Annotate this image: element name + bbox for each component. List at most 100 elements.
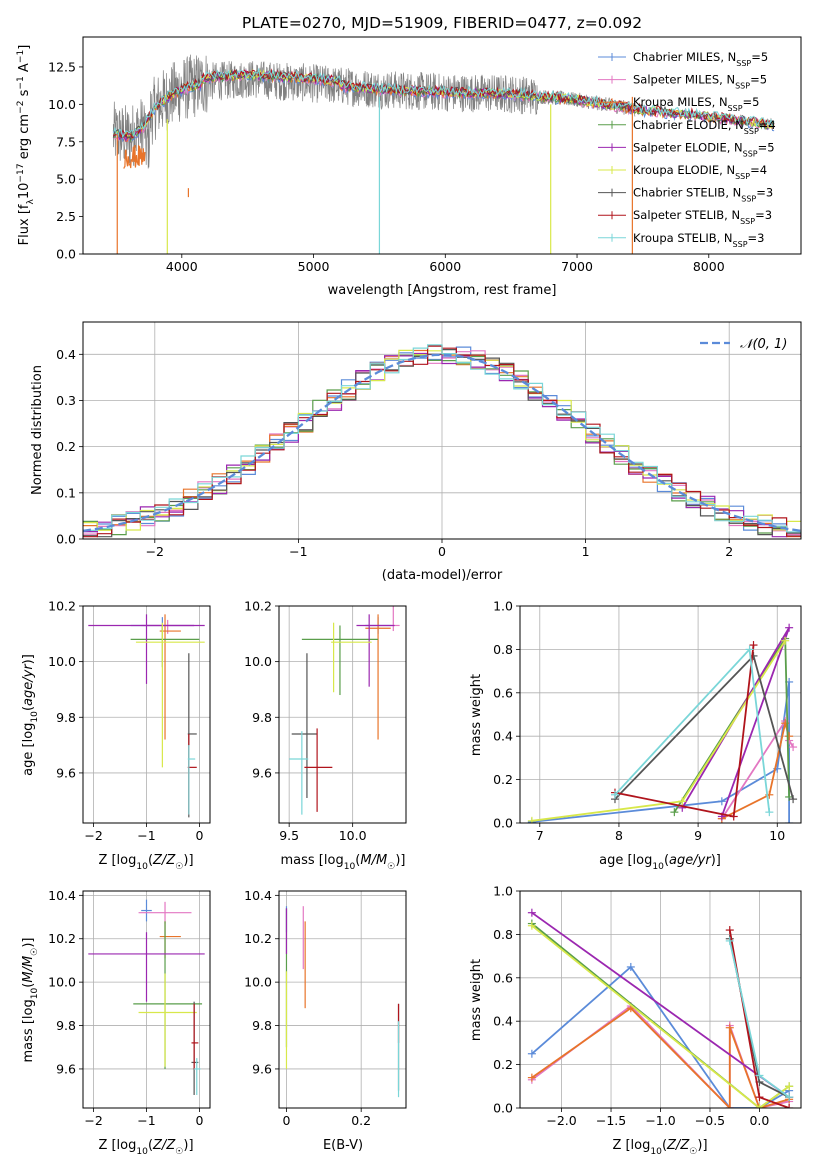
x-tick-label: 0.0 [749, 1113, 769, 1128]
plot-area [285, 906, 400, 1098]
y-tick-label: 9.8 [252, 710, 272, 725]
series-line-5 [531, 911, 790, 1098]
label-part: 10 [136, 1147, 148, 1157]
label-part: age [log [599, 853, 652, 868]
axes-mass_vs_ebv: 0 0.2 9.6 9.8 10.0 10.2 10.4 [244, 888, 407, 1128]
y-tick-label: 9.8 [252, 1018, 272, 1033]
label-part: 10 [652, 862, 664, 872]
plot-area [88, 614, 205, 818]
legend-text: Kroupa ELODIE, N [633, 163, 735, 177]
legend-text: Chabrier ELODIE, N [633, 118, 744, 132]
x-axis-label: age [log10(age/yr)] [599, 853, 721, 872]
y-tick-label: 10.0 [244, 975, 272, 990]
axes-weight_vs_age: 7 8 9 10 0.0 0.2 0.4 0.6 0.8 1.0 [493, 599, 802, 843]
y-tick-label: 10.0 [48, 975, 76, 990]
label-part: 10 [136, 862, 148, 872]
label-part: ( [21, 706, 36, 711]
legend-label: Chabrier MILES, NSSP=5 [633, 50, 768, 68]
y-tick-label: 12.5 [48, 59, 76, 74]
legend-text: Salpeter MILES, N [633, 73, 735, 87]
normal-curve [83, 353, 801, 533]
legend-sub: SSP [743, 149, 758, 158]
label-part: Z [log [98, 1138, 136, 1153]
label-part: 10 [30, 711, 40, 723]
label-part: ( [664, 853, 669, 868]
label-part: )] [395, 853, 405, 868]
legend-text: Chabrier MILES, N [633, 50, 736, 64]
x-tick-label: −1 [289, 544, 307, 559]
series-line-3 [531, 1007, 790, 1108]
label-part: −1 [16, 76, 26, 89]
y-tick-label: 0.0 [493, 816, 513, 831]
legend-sub: SSP [733, 239, 748, 248]
histogram-5 [83, 353, 801, 538]
y-tick-label: 5.0 [56, 172, 76, 187]
y-axis-label: Flux [fλ10−17 erg cm−2 s−1 A−1] [16, 45, 36, 246]
axes-age_vs_Z: −2 −1 0 9.6 9.8 10.0 10.2 [48, 599, 211, 843]
label-part: Z [log [98, 853, 136, 868]
axes-residuals: −2 −1 0 1 2 0.0 0.1 0.2 0.3 0.4 [56, 321, 802, 559]
x-tick-label: 5000 [298, 259, 330, 274]
y-tick-label: 2.5 [56, 209, 76, 224]
label-part: s [17, 89, 32, 100]
x-tick-label: 10 [769, 828, 785, 843]
y-tick-label: 9.8 [56, 1018, 76, 1033]
legend-label: Chabrier STELIB, NSSP=3 [633, 186, 773, 204]
label-part: Z/Z [152, 1138, 176, 1153]
plot-area [289, 606, 400, 815]
series-line-6 [531, 924, 790, 1108]
legend-residuals: 𝒩(0, 1) [700, 337, 787, 352]
label-part: ( [662, 1138, 667, 1153]
label-part: Flux [f [17, 204, 32, 245]
legend-label: 𝒩(0, 1) [740, 337, 787, 352]
legend-sub: SSP [741, 194, 756, 203]
x-tick-label: −2 [84, 828, 102, 843]
legend-text: Salpeter ELODIE, N [633, 140, 743, 154]
histogram-9 [83, 344, 801, 533]
legend-suffix: =5 [743, 95, 760, 109]
y-tick-label: 9.8 [56, 710, 76, 725]
label-part: ( [148, 853, 153, 868]
x-tick-label: 0 [282, 1113, 290, 1128]
x-tick-label: −1 [137, 1113, 155, 1128]
legend-suffix: =3 [755, 208, 772, 222]
plot-area [112, 54, 775, 254]
x-tick-label: −1.0 [645, 1113, 675, 1128]
label-part: erg cm [17, 114, 32, 163]
y-tick-label: 7.5 [56, 134, 76, 149]
plot-area [527, 908, 794, 1108]
legend-suffix: =5 [758, 140, 775, 154]
x-tick-label: −1.5 [596, 1113, 626, 1128]
label-part: age [log [21, 723, 36, 776]
legend-text: Salpeter STELIB, N [633, 208, 740, 222]
label-part: ☉ [175, 1147, 183, 1157]
label-part: )] [183, 853, 193, 868]
label-part: ☉ [387, 862, 395, 872]
x-tick-label: 7 [536, 828, 544, 843]
legend-suffix: =4 [759, 118, 776, 132]
axes-weight_vs_Z: −2.0 −1.5 −1.0 −0.5 0.0 0.0 0.2 0.4 0.6 0.8 1.0 [493, 884, 802, 1128]
x-tick-label: 0 [195, 1113, 203, 1128]
axes-age_vs_mass: 9.5 10.0 9.6 9.8 10.0 10.2 [244, 599, 407, 843]
legend-sub: SSP [735, 81, 750, 90]
label-part: )] [21, 938, 36, 948]
x-tick-label: 7000 [561, 259, 593, 274]
label-part: −1 [16, 50, 26, 63]
x-tick-label: 4000 [166, 259, 198, 274]
y-tick-label: 0.0 [493, 1101, 513, 1116]
series-line-8 [614, 644, 755, 818]
y-tick-label: 10.2 [48, 599, 76, 614]
y-tick-label: 10.0 [48, 654, 76, 669]
label-part: ☉ [689, 1147, 697, 1157]
legend-text: Chabrier STELIB, N [633, 186, 741, 200]
legend-text: Kroupa STELIB, N [633, 231, 733, 245]
legend-label: Kroupa MILES, NSSP=5 [633, 95, 759, 113]
label-part: ] [17, 45, 32, 50]
axes-frame [82, 36, 802, 255]
legend-sub: SSP [744, 126, 759, 135]
y-tick-label: 0.4 [493, 1014, 513, 1029]
label-part: mass [log [281, 853, 344, 868]
axes-frame [278, 605, 407, 824]
label-part: ☉ [30, 948, 40, 956]
series-line-7 [614, 654, 794, 800]
